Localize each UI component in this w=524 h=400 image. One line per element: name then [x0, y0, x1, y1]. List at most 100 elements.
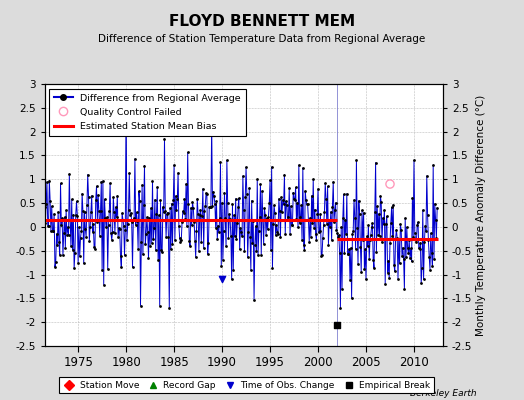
Point [365, 256, 374, 262]
Point [252, 223, 260, 229]
Point [209, 188, 217, 195]
Point [279, 196, 287, 203]
Point [373, 203, 381, 210]
Point [345, 246, 353, 252]
Point [159, 204, 167, 210]
Point [318, 252, 326, 258]
Point [269, 220, 277, 227]
Point [197, 238, 205, 245]
Point [151, 196, 159, 203]
Point [171, 237, 179, 243]
Point [43, 222, 52, 229]
Point [333, 230, 342, 236]
Point [202, 190, 210, 196]
Point [99, 178, 107, 184]
Point [95, 232, 104, 239]
Point [160, 136, 169, 142]
Point [393, 235, 401, 241]
Point [299, 242, 308, 248]
Point [51, 264, 59, 270]
Point [335, 232, 343, 239]
Point [252, 248, 260, 254]
Point [394, 276, 402, 282]
Point [340, 250, 348, 256]
Point [326, 208, 335, 215]
Point [182, 180, 190, 187]
Point [317, 252, 325, 259]
Point [56, 252, 64, 258]
Point [277, 194, 286, 201]
Point [375, 210, 383, 217]
Point [388, 233, 397, 239]
Point [222, 243, 230, 250]
Point [195, 212, 204, 219]
Point [146, 243, 154, 249]
Point [113, 192, 122, 199]
Point [390, 262, 398, 268]
Point [168, 241, 177, 247]
Point [244, 254, 252, 260]
Point [341, 217, 350, 223]
Point [157, 247, 166, 254]
Point [127, 210, 135, 216]
Text: FLOYD BENNETT MEM: FLOYD BENNETT MEM [169, 14, 355, 29]
Point [235, 246, 244, 253]
Point [48, 228, 57, 234]
Point [220, 228, 228, 235]
Point [206, 204, 214, 210]
Point [187, 205, 195, 211]
Point [389, 202, 397, 208]
Point [346, 245, 355, 251]
Point [117, 264, 126, 270]
Point [239, 206, 248, 213]
Point [416, 240, 424, 246]
Point [293, 200, 301, 206]
Point [62, 207, 70, 214]
Point [276, 208, 284, 214]
Point [411, 236, 420, 243]
Point [399, 255, 408, 262]
Point [140, 162, 149, 169]
Point [101, 214, 110, 221]
Point [310, 224, 318, 231]
Point [112, 204, 120, 210]
Point [360, 266, 368, 272]
Point [174, 170, 182, 176]
Point [238, 233, 246, 239]
Point [289, 189, 298, 196]
Point [87, 208, 95, 215]
Point [112, 214, 121, 220]
Point [180, 196, 189, 202]
Point [215, 214, 224, 221]
Point [431, 200, 439, 207]
Point [233, 220, 242, 226]
Point [136, 198, 144, 204]
Point [375, 233, 384, 239]
Point [144, 255, 152, 261]
Point [271, 210, 279, 216]
Point [260, 205, 269, 212]
Point [323, 220, 331, 227]
Point [430, 256, 438, 262]
Point [72, 212, 80, 218]
Point [347, 295, 356, 302]
Point [79, 208, 87, 214]
Point [73, 212, 82, 219]
Point [142, 230, 150, 237]
Point [192, 228, 201, 234]
Point [205, 204, 213, 210]
Point [337, 224, 345, 231]
Point [262, 232, 270, 238]
Point [328, 237, 336, 244]
Point [137, 239, 146, 246]
Point [344, 251, 353, 257]
Point [130, 156, 139, 162]
Point [63, 232, 71, 238]
Point [97, 178, 105, 185]
Point [81, 226, 90, 232]
Point [284, 214, 292, 220]
Point [135, 188, 143, 195]
Point [92, 183, 101, 189]
Point [118, 210, 126, 216]
Point [267, 247, 275, 254]
